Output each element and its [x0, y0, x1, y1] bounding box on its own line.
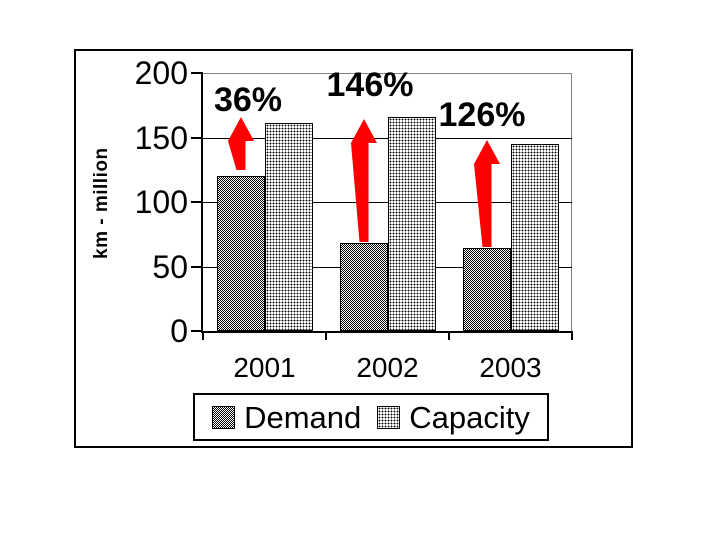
legend-label: Demand	[244, 399, 362, 435]
bar-demand-2002	[340, 243, 388, 331]
x-tick	[202, 331, 204, 340]
legend-item-demand: Demand	[212, 402, 361, 433]
legend: Demand Capacity	[193, 393, 549, 441]
bar-demand-2003	[463, 248, 511, 331]
y-axis-line	[201, 73, 203, 333]
x-tick	[325, 331, 327, 340]
chart-area: km - million 0 50 100 150 200 2001 2002 2003 36…	[76, 51, 631, 446]
y-tick	[191, 137, 203, 139]
growth-arrow-icon	[227, 117, 255, 170]
y-tick-label: 0	[170, 313, 188, 349]
bar-capacity-2003	[511, 144, 559, 331]
growth-arrow-icon	[350, 119, 378, 242]
y-tick-label: 100	[134, 184, 188, 220]
x-tick-label: 2003	[479, 352, 542, 383]
y-tick-label: 200	[134, 55, 188, 91]
bar-capacity-2001	[265, 123, 313, 331]
legend-label: Capacity	[409, 399, 530, 435]
x-axis-line	[201, 331, 572, 333]
y-tick	[191, 72, 203, 74]
y-tick-label: 150	[134, 120, 188, 156]
percent-label: 126%	[438, 96, 526, 134]
growth-arrow-icon	[473, 140, 501, 247]
gridline	[203, 138, 572, 139]
y-tick	[191, 201, 203, 203]
x-tick	[448, 331, 450, 340]
x-tick-label: 2001	[233, 352, 296, 383]
y-tick	[191, 330, 203, 332]
legend-item-capacity: Capacity	[377, 402, 530, 433]
percent-label: 146%	[326, 66, 414, 104]
x-tick	[571, 331, 573, 340]
plot-border-top	[203, 73, 572, 74]
legend-swatch-capacity	[377, 405, 401, 429]
bar-capacity-2002	[388, 117, 436, 331]
x-tick-label: 2002	[356, 352, 419, 383]
gridline	[203, 202, 572, 203]
bar-demand-2001	[217, 176, 265, 331]
chart-panel: km - million 0 50 100 150 200 2001 2002 2003 36…	[74, 49, 633, 448]
y-tick	[191, 266, 203, 268]
legend-swatch-demand	[212, 405, 236, 429]
percent-label: 36%	[213, 81, 283, 119]
y-tick-label: 50	[152, 249, 188, 285]
